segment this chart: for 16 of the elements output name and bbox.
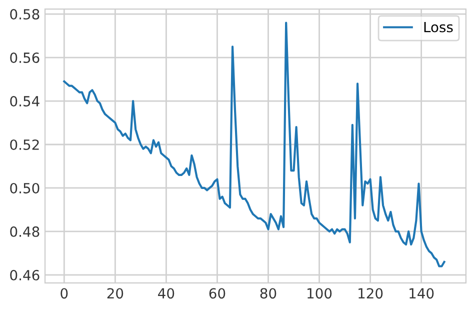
x-tick-label: 20 (107, 288, 124, 299)
x-tick-label: 0 (60, 288, 68, 299)
x-tick-label: 120 (358, 288, 383, 299)
y-tick-label: 0.46 (10, 270, 40, 280)
legend-label: Loss (424, 22, 453, 32)
x-tick-label: 60 (209, 288, 226, 299)
y-tick-label: 0.54 (10, 96, 40, 106)
x-tick-label: 40 (158, 288, 174, 299)
y-tick-label: 0.56 (10, 52, 40, 64)
x-tick-label: 140 (410, 288, 434, 299)
y-tick-label: 0.48 (10, 226, 40, 237)
y-tick-label: 0.58 (10, 9, 40, 20)
x-tick-label: 80 (260, 288, 276, 299)
y-tick-label: 0.50 (10, 182, 40, 194)
x-tick-label: 100 (308, 288, 332, 299)
y-tick-label: 0.52 (10, 139, 39, 150)
